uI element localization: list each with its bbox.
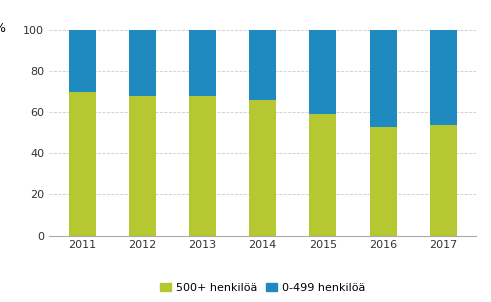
Bar [370, 30, 397, 127]
Bar [129, 30, 156, 96]
Bar [370, 127, 397, 236]
Legend: 500+ henkilöä, 0-499 henkilöä: 500+ henkilöä, 0-499 henkilöä [156, 278, 370, 297]
Bar [129, 96, 156, 236]
Text: %: % [0, 22, 5, 35]
Bar [309, 30, 336, 114]
Bar [189, 96, 216, 236]
Bar [69, 92, 96, 236]
Bar [189, 30, 216, 96]
Bar [69, 30, 96, 92]
Bar [249, 100, 276, 236]
Bar [430, 30, 457, 125]
Bar [430, 125, 457, 236]
Bar [309, 114, 336, 236]
Bar [249, 30, 276, 100]
